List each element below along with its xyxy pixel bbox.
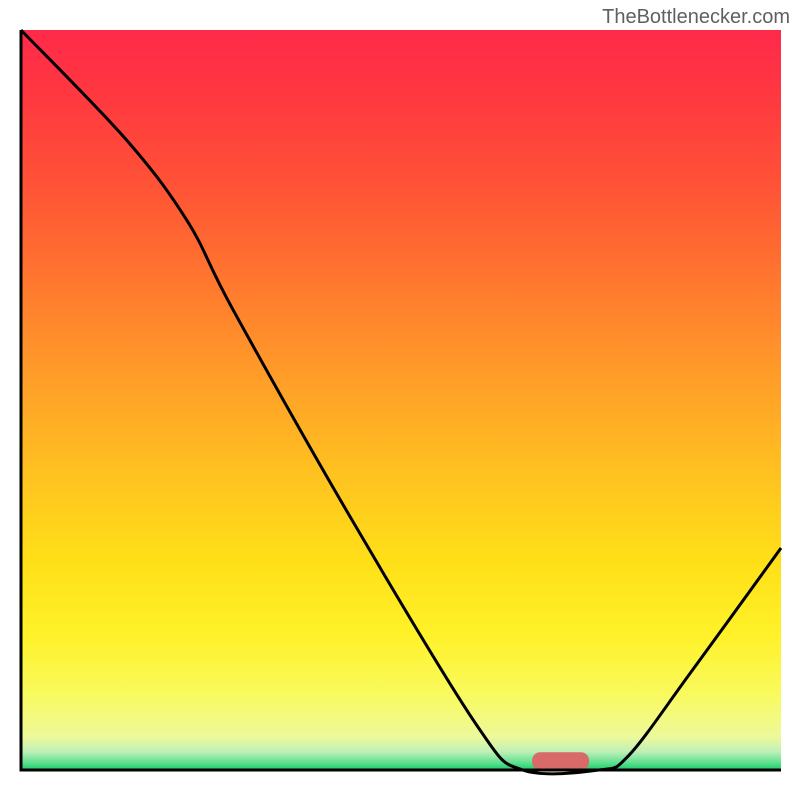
optimal-marker: [532, 752, 589, 770]
chart-background-gradient: [21, 30, 781, 770]
bottleneck-chart: [0, 0, 800, 800]
watermark-text: TheBottlenecker.com: [602, 6, 790, 29]
